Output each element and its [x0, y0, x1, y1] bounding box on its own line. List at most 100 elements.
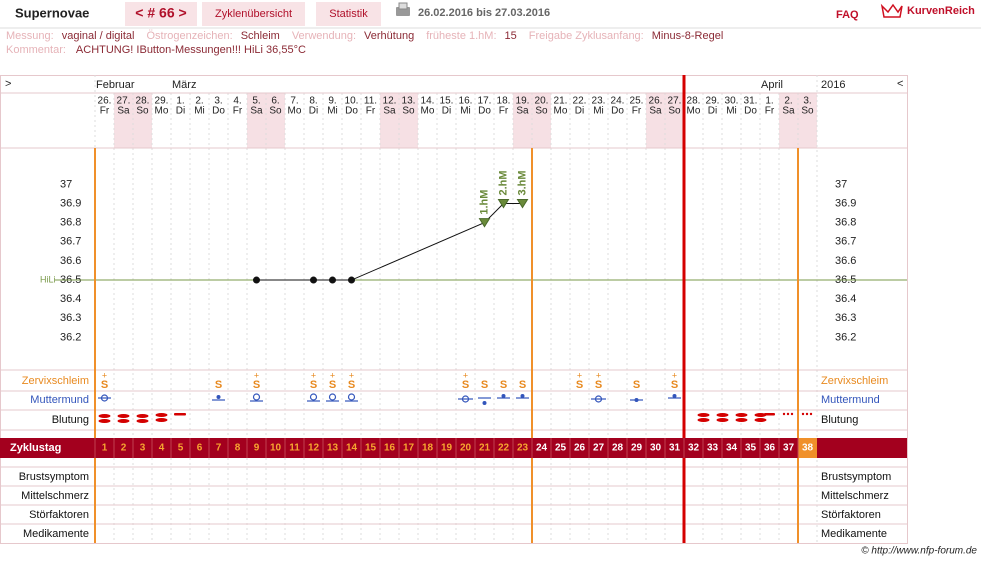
y-tick-label: 36.8 [60, 217, 81, 229]
weekday-label: Fr [632, 106, 642, 117]
date-label: 22. [573, 96, 587, 107]
tab [202, 2, 305, 26]
weekday-label: Fr [499, 106, 509, 117]
date-label: 6. [271, 96, 279, 107]
cycle-box [125, 2, 197, 26]
weekday-label: Mo [155, 106, 169, 117]
print-icon-paper [398, 2, 408, 10]
weekend-shade [779, 93, 798, 148]
weekend-shade [133, 93, 152, 148]
weekend-shade [513, 93, 532, 148]
mucus-plus: + [311, 370, 316, 380]
info-value: Verhütung [364, 30, 414, 42]
weekday-label: So [801, 106, 814, 117]
cycle-day: 20 [460, 443, 472, 454]
y-tick-label-right: 37 [835, 178, 847, 190]
row-label-right: Störfaktoren [821, 509, 881, 521]
mucus-sign: S [671, 379, 678, 391]
mucus-sign: S [329, 379, 336, 391]
weekday-label: Do [212, 106, 225, 117]
mucus-plus: + [254, 370, 259, 380]
weekday-label: Sa [250, 106, 263, 117]
year-label: 2016 [821, 79, 845, 91]
weekend-shade [114, 93, 133, 148]
weekday-label: Mo [288, 106, 302, 117]
weekday-label: Sa [782, 106, 795, 117]
date-label: 31. [744, 96, 758, 107]
cycle-day: 14 [346, 443, 358, 454]
date-label: 29. [155, 96, 169, 107]
mucus-plus: + [672, 370, 677, 380]
mucus-sign: S [595, 379, 602, 391]
mucus-plus: + [102, 370, 107, 380]
cycle-band-last [798, 438, 817, 458]
date-label: 20. [535, 96, 549, 107]
weekday-label: Do [611, 106, 624, 117]
cycle-day: 4 [159, 443, 165, 454]
faq-link[interactable]: FAQ [836, 9, 859, 21]
mucus-plus: + [577, 370, 582, 380]
row-label: Muttermund [30, 394, 89, 406]
y-tick-label: 36.7 [60, 236, 81, 248]
hm-label: 1.hM [478, 190, 490, 215]
cycle-day: 21 [479, 443, 491, 454]
tab-label[interactable]: Zyklenübersicht [215, 8, 292, 20]
logo-text: KurvenReich [907, 5, 975, 17]
comment-value: ACHTUNG! IButton-Messungen!!! HiLi 36,55… [76, 44, 306, 56]
cycle-day: 3 [140, 443, 146, 454]
cycle-nav[interactable]: < # 66 > [135, 5, 186, 21]
date-label: 16. [459, 96, 473, 107]
mucus-sign: S [253, 379, 260, 391]
nav-left[interactable]: > [5, 78, 11, 90]
info-value: 15 [505, 30, 517, 42]
date-label: 5. [252, 96, 260, 107]
cycle-day: 12 [308, 443, 320, 454]
weekend-shade [532, 93, 551, 148]
weekday-label: So [136, 106, 149, 117]
info-value: Schleim [241, 30, 280, 42]
date-label: 30. [725, 96, 739, 107]
date-label: 4. [233, 96, 241, 107]
nav-right[interactable]: < [897, 78, 903, 90]
cycle-day: 33 [707, 443, 719, 454]
weekday-label: Fr [100, 106, 110, 117]
cycle-day: 9 [254, 443, 260, 454]
mucus-sign: S [310, 379, 317, 391]
cycle-day: 15 [365, 443, 377, 454]
cycle-day: 35 [745, 443, 757, 454]
date-label: 27. [117, 96, 131, 107]
row-label-right: Medikamente [821, 528, 887, 540]
row-label: Mittelschmerz [21, 490, 89, 502]
comment-line: Kommentar: ACHTUNG! IButton-Messungen!!! … [6, 44, 306, 56]
row-label-right: Brustsymptom [821, 471, 891, 483]
tab-label[interactable]: Statistik [329, 8, 368, 20]
mucus-sign: S [101, 379, 108, 391]
cycle-day: 23 [517, 443, 529, 454]
mucus-sign: S [500, 379, 507, 391]
cycle-day: 27 [593, 443, 605, 454]
weekday-label: Mo [687, 106, 701, 117]
temperature-point [348, 276, 355, 284]
row-label-right: Zervixschleim [821, 375, 888, 387]
date-label: 12. [383, 96, 397, 107]
date-label: 25. [630, 96, 644, 107]
info-value: Minus-8-Regel [652, 30, 724, 42]
cycle-day: 26 [574, 443, 586, 454]
date-label: 3. [214, 96, 222, 107]
logo-icon [880, 3, 903, 18]
cycle-day: 24 [536, 443, 548, 454]
weekday-label: Sa [649, 106, 662, 117]
cycle-band-label: Zyklustag [10, 442, 61, 454]
mucus-sign: S [576, 379, 583, 391]
weekday-label: So [668, 106, 681, 117]
weekday-label: Sa [117, 106, 130, 117]
mucus-sign: S [481, 379, 488, 391]
hm-point [497, 199, 510, 209]
weekday-label: Di [442, 106, 451, 117]
weekend-shade [266, 93, 285, 148]
weekday-label: So [269, 106, 282, 117]
y-tick-label: 36.2 [60, 331, 81, 343]
cycle-day: 22 [498, 443, 510, 454]
weekend-shade [646, 93, 665, 148]
